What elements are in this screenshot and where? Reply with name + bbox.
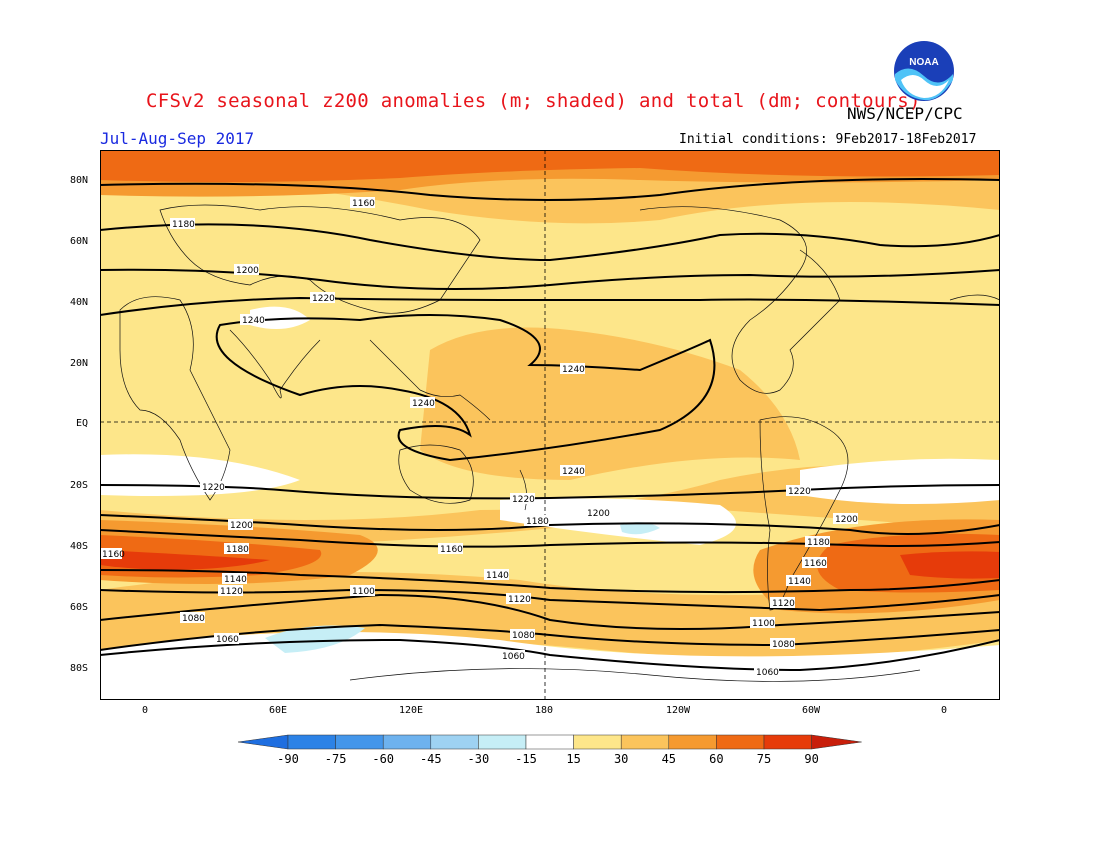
svg-text:1180: 1180 — [226, 545, 249, 555]
svg-text:1200: 1200 — [835, 515, 858, 525]
colorbar — [238, 734, 862, 750]
lat-label-40s: 40S — [69, 541, 88, 552]
colorbar-tick-label: 90 — [804, 752, 819, 766]
svg-text:1220: 1220 — [312, 294, 335, 304]
svg-text:1220: 1220 — [512, 495, 535, 505]
colorbar-cell — [620, 734, 670, 750]
colorbar-cell — [525, 734, 574, 750]
shade-75-90-south-atlantic — [100, 550, 270, 570]
svg-text:1240: 1240 — [242, 316, 265, 326]
colorbar-cell — [478, 734, 527, 750]
shade-60-75-arctic — [100, 150, 1000, 183]
shade-neutral-antarctica — [100, 632, 1000, 700]
svg-text:1120: 1120 — [508, 595, 531, 605]
colorbar-cell — [430, 734, 479, 750]
colorbar-tick-label: 60 — [709, 752, 724, 766]
svg-text:1180: 1180 — [807, 538, 830, 548]
colorbar-cell — [238, 734, 289, 750]
svg-text:1240: 1240 — [562, 365, 585, 375]
lat-label-60n: 60N — [69, 236, 88, 247]
svg-text:1100: 1100 — [352, 587, 375, 597]
lat-label-40n: 40N — [69, 297, 88, 308]
z200-anomaly-map: 1160 1180 1200 1220 1240 1240 1240 1240 … — [100, 150, 1000, 700]
shade-neutral-south-pacific — [500, 498, 736, 545]
colorbar-tick-label: -30 — [467, 752, 490, 766]
map-title: CFSv2 seasonal z200 anomalies (m; shaded… — [146, 90, 921, 112]
svg-text:1160: 1160 — [804, 559, 827, 569]
colorbar-tick-label: -60 — [372, 752, 395, 766]
svg-text:1240: 1240 — [562, 467, 585, 477]
colorbar-tick-label: -15 — [515, 752, 537, 766]
colorbar-tick-label: 75 — [756, 752, 772, 766]
svg-text:1100: 1100 — [752, 619, 775, 629]
svg-text:1180: 1180 — [526, 517, 549, 527]
colorbar-cell — [382, 734, 432, 750]
lon-label-60w: 60W — [801, 705, 821, 716]
svg-text:1220: 1220 — [788, 487, 811, 497]
height-contours — [100, 178, 1000, 672]
colorbar-cell — [811, 734, 862, 750]
colorbar-tick-label: -75 — [324, 752, 347, 766]
colorbar-cell — [335, 734, 384, 750]
svg-text:1120: 1120 — [772, 599, 795, 609]
svg-text:1140: 1140 — [788, 577, 811, 587]
colorbar-cell — [573, 734, 622, 750]
noaa-logo: NOAA — [894, 41, 954, 101]
svg-text:1140: 1140 — [224, 575, 247, 585]
colorbar-tick-label: -45 — [419, 752, 442, 766]
lat-label-80s: 80S — [69, 663, 88, 674]
shade-negative-southern-ocean — [265, 625, 365, 653]
shade-75-90-south-america — [900, 551, 1000, 579]
colorbar-cell — [287, 734, 336, 750]
lon-label-0-east: 0 — [940, 705, 948, 716]
lon-label-0-west: 0 — [141, 705, 149, 716]
svg-text:1060: 1060 — [216, 635, 239, 645]
svg-text:1060: 1060 — [502, 652, 525, 662]
svg-text:1240: 1240 — [412, 399, 435, 409]
colorbar-tick-label: 30 — [613, 752, 629, 766]
svg-text:1080: 1080 — [772, 640, 795, 650]
svg-text:1160: 1160 — [102, 550, 125, 560]
shade-neutral-south-atlantic-east — [800, 458, 1000, 504]
svg-text:1160: 1160 — [352, 199, 375, 209]
colorbar-cell — [716, 734, 765, 750]
svg-text:1060: 1060 — [756, 668, 779, 678]
lat-label-eq: EQ — [75, 418, 88, 429]
colorbar-tick-label: 45 — [661, 752, 677, 766]
svg-text:1200: 1200 — [236, 266, 259, 276]
period-label: Jul-Aug-Sep 2017 — [100, 129, 255, 148]
lon-label-60e: 60E — [268, 705, 288, 716]
contour-labels: 1160 1180 1200 1220 1240 1240 1240 1240 … — [100, 197, 858, 678]
svg-text:NOAA: NOAA — [909, 57, 938, 68]
shade-negative-south-pacific — [620, 522, 660, 535]
svg-text:1160: 1160 — [440, 545, 463, 555]
svg-text:1120: 1120 — [220, 587, 243, 597]
colorbar-tick-label: 15 — [566, 752, 581, 766]
svg-text:1080: 1080 — [512, 631, 535, 641]
svg-text:1220: 1220 — [202, 483, 225, 493]
colorbar-cell — [668, 734, 717, 750]
svg-text:1140: 1140 — [486, 571, 509, 581]
lat-label-20s: 20S — [69, 480, 88, 491]
colorbar-cell — [763, 734, 812, 750]
svg-text:1180: 1180 — [172, 220, 195, 230]
lon-label-120e: 120E — [398, 705, 424, 716]
colorbar-tick-label: -90 — [277, 752, 299, 766]
svg-text:1200: 1200 — [230, 521, 253, 531]
initial-conditions-label: Initial conditions: 9Feb2017-18Feb2017 — [679, 132, 977, 147]
shade-30-45-tropics — [420, 327, 800, 480]
lat-label-80n: 80N — [69, 175, 88, 186]
lon-label-180: 180 — [534, 705, 554, 716]
lat-label-20n: 20N — [69, 358, 88, 369]
lon-label-120w: 120W — [665, 705, 691, 716]
svg-text:1080: 1080 — [182, 614, 205, 624]
lat-label-60s: 60S — [69, 602, 88, 613]
svg-text:1200: 1200 — [587, 509, 610, 519]
org-label: NWS/NCEP/CPC — [847, 104, 963, 123]
